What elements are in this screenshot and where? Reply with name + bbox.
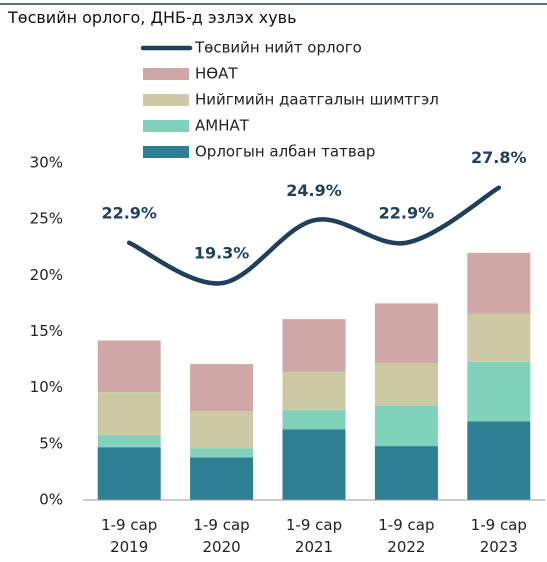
bar-segment	[190, 364, 254, 412]
bar-segment	[282, 410, 346, 430]
chart-title: Төсвийн орлого, ДНБ-д эзлэх хувь	[8, 8, 297, 27]
data-label: 22.9%	[379, 203, 435, 222]
y-tick-label: 15%	[30, 322, 63, 340]
legend-label: АМНАТ	[195, 117, 250, 135]
bar-segment	[467, 421, 531, 500]
line	[126, 185, 502, 286]
bar-segment	[374, 303, 438, 363]
y-tick-label: 10%	[30, 378, 63, 396]
x-tick-label: 1-9 сар 2019	[101, 516, 158, 556]
bar-segment	[374, 405, 438, 447]
legend-label: Нийгмийн даатгалын шимтгэл	[195, 91, 439, 109]
bar-segment	[190, 448, 254, 458]
bar-segment	[282, 319, 346, 372]
legend-label: Орлогын албан татвар	[195, 143, 375, 161]
data-label: 27.8%	[471, 148, 527, 167]
bar-segment	[282, 371, 346, 411]
bar-segment	[467, 252, 531, 314]
data-label: 24.9%	[286, 181, 342, 200]
bar-segment	[97, 447, 161, 500]
bar-segment	[190, 457, 254, 500]
x-tick-label: 1-9 сар 2021	[285, 516, 343, 556]
legend-swatch	[143, 68, 189, 80]
x-tick-label: 1-9 сар 2023	[470, 516, 527, 556]
bar-segment	[97, 340, 161, 393]
data-label: 19.3%	[194, 244, 250, 263]
y-tick-label: 5%	[39, 434, 63, 452]
legend-swatch	[143, 146, 189, 158]
y-tick-label: 30%	[30, 154, 63, 172]
bar-segment	[97, 434, 161, 448]
y-tick-label: 0%	[39, 491, 63, 509]
bar-segment	[374, 362, 438, 406]
legend-label: НӨАТ	[195, 65, 238, 83]
x-tick-label: 1-9 сар 2020	[193, 516, 250, 556]
bar-segment	[374, 446, 438, 500]
bar-segment	[97, 392, 161, 435]
bar-segment	[467, 361, 531, 422]
y-tick-label: 25%	[30, 210, 63, 228]
bar-segment	[190, 411, 254, 449]
data-label: 22.9%	[101, 203, 157, 222]
legend-label: Төсвийн нийт орлого	[194, 39, 362, 57]
y-tick-label: 20%	[30, 266, 63, 284]
bar-segment	[467, 313, 531, 362]
legend-swatch	[143, 120, 189, 132]
x-tick-label: 1-9 сар 2022	[378, 516, 435, 556]
bar-segment	[282, 429, 346, 500]
legend-swatch	[143, 94, 189, 106]
